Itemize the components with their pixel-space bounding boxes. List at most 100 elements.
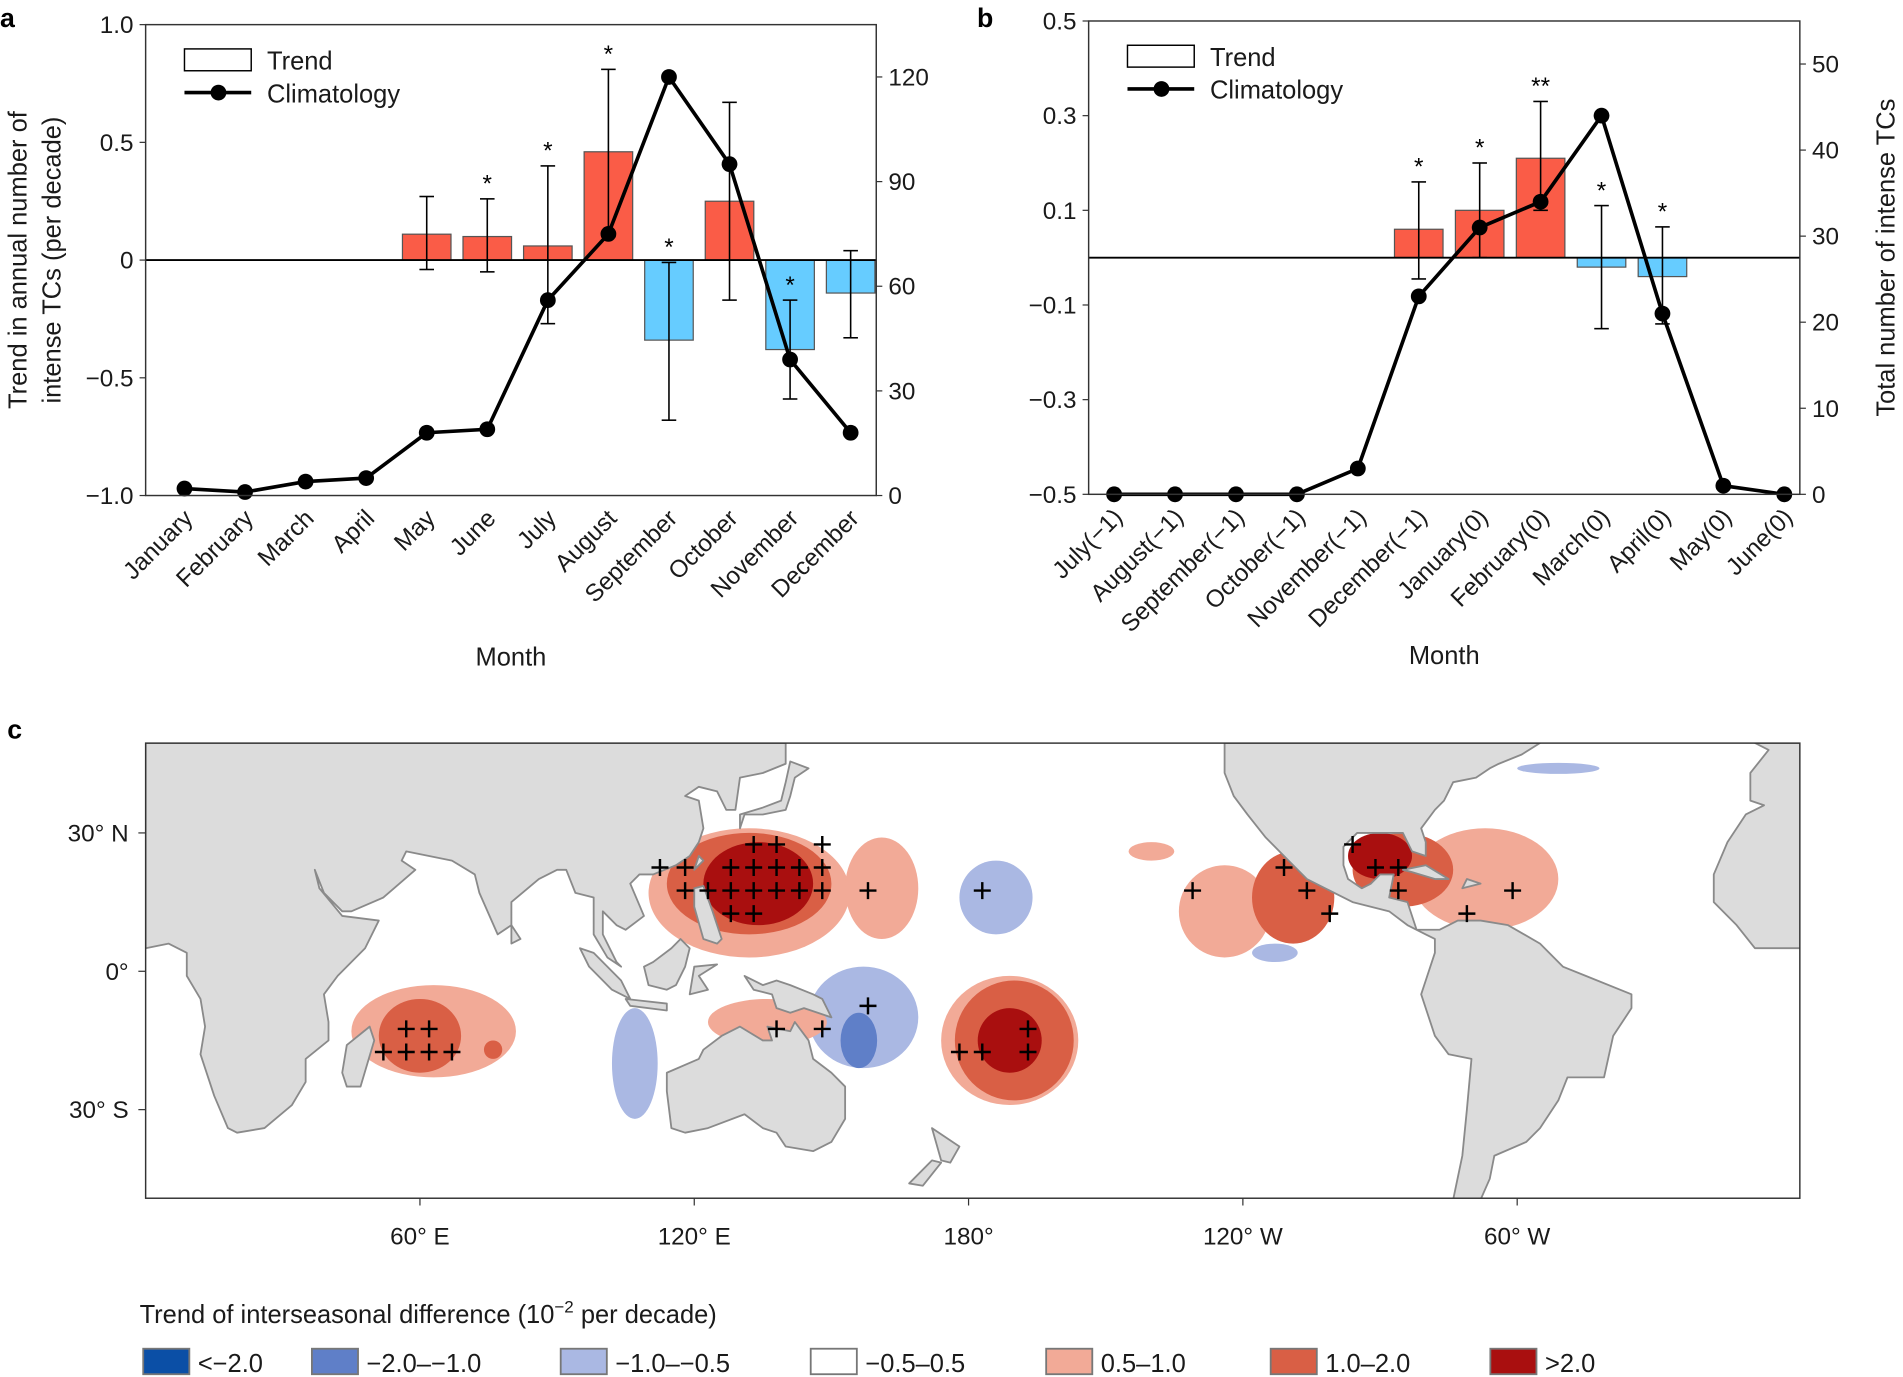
x-axis-label: Month [1409, 642, 1480, 670]
y2-tick-label: 20 [1812, 310, 1839, 337]
legend-class-label: −1.0–−0.5 [615, 1350, 730, 1377]
y-tick-label: −0.5 [1029, 482, 1077, 509]
y2-axis-label: Total number of intense TCs [1873, 99, 1901, 417]
trend-region [1517, 762, 1600, 774]
trend-region [1178, 865, 1271, 958]
y-tick-label: −0.3 [1029, 387, 1077, 414]
climatology-point [237, 484, 253, 500]
significance-cross [722, 882, 740, 900]
land-taiwan [693, 855, 705, 871]
trend-region [611, 1008, 658, 1119]
y-tick-label: 0 [120, 248, 134, 275]
y2-tick-label: 0 [888, 483, 901, 510]
legend-title-text-end: per decade) [574, 1301, 717, 1329]
land-borneo [643, 938, 691, 991]
lon-tick-label: 60° W [1484, 1223, 1550, 1250]
significance-marker: ** [1531, 73, 1550, 100]
climatology-point [1715, 477, 1732, 494]
lat-tick-label: 0° [105, 959, 128, 986]
significance-marker: * [785, 272, 795, 299]
significance-cross [397, 1020, 415, 1038]
y-tick-label: 0.1 [1043, 198, 1077, 225]
significance-cross [973, 1043, 991, 1061]
significance-cross [813, 835, 831, 853]
land-eurasia-africa [145, 743, 787, 1134]
panel-label-c: c [7, 714, 22, 744]
y-tick-label: 0.5 [1043, 8, 1077, 35]
legend-climatology-label: Climatology [1210, 77, 1343, 105]
trend-region [845, 837, 919, 939]
significance-marker: * [1658, 199, 1668, 226]
significance-cross [859, 882, 877, 900]
lat-tick-label: 30° N [68, 820, 129, 847]
significance-cross [768, 859, 786, 877]
climatology-point [1593, 107, 1610, 124]
y2-tick-label: 0 [1812, 482, 1826, 509]
significance-cross [1298, 882, 1316, 900]
map-legend: Trend of interseasonal difference (10−2 … [140, 1297, 1596, 1377]
climatology-point [661, 69, 677, 85]
trend-region [378, 998, 462, 1073]
significance-cross [1366, 859, 1384, 877]
significance-cross [374, 1043, 392, 1061]
land-west-africa-iberia [1712, 743, 1800, 950]
climatology-point [600, 226, 617, 242]
x-tick-label: April [327, 505, 380, 558]
trend-region [840, 1012, 878, 1069]
land-sulawesi [688, 963, 719, 996]
significance-cross [420, 1043, 438, 1061]
significance-marker: * [1475, 135, 1485, 162]
legend-trend-label: Trend [1210, 44, 1276, 72]
land-new-zealand-north [931, 1127, 961, 1164]
significance-cross [745, 859, 763, 877]
significance-cross [651, 859, 669, 877]
legend-title-superscript: −2 [554, 1297, 573, 1316]
significance-cross [397, 1043, 415, 1061]
legend-class-label: −2.0–−1.0 [367, 1350, 482, 1377]
climatology-point [539, 292, 556, 309]
panel-label-a: a [0, 3, 16, 33]
panel-label-b: b [977, 3, 993, 33]
trend-region [1412, 828, 1559, 930]
significance-cross [1504, 882, 1522, 900]
significance-marker: * [543, 138, 553, 165]
climatology-point [782, 351, 798, 368]
y2-tick-label: 120 [888, 64, 929, 91]
significance-cross [745, 835, 763, 853]
y-tick-label: −1.0 [86, 483, 134, 510]
lon-tick-label: 120° W [1203, 1223, 1283, 1250]
trend-region [483, 1040, 503, 1059]
significance-marker: * [604, 41, 614, 68]
x-tick-label: June(0) [1721, 504, 1798, 581]
land-madagascar [341, 1025, 376, 1088]
legend-swatch [1269, 1347, 1318, 1376]
significance-cross [745, 905, 763, 923]
lon-tick-label: 120° E [658, 1223, 731, 1250]
significance-marker: * [1597, 177, 1607, 204]
lat-tick-label: 30° S [69, 1097, 129, 1124]
x-tick-label: July [512, 504, 562, 554]
climatology-point [358, 470, 375, 486]
legend-title-text: Trend of interseasonal difference (10 [140, 1301, 555, 1329]
significance-cross [1019, 1020, 1037, 1038]
significance-cross [768, 1020, 786, 1038]
significance-marker: * [664, 234, 674, 261]
legend-climatology-label: Climatology [267, 80, 400, 108]
legend-class-label: −0.5–0.5 [865, 1350, 965, 1377]
significance-cross [973, 882, 991, 900]
land-sri-lanka [510, 924, 522, 945]
significance-cross [745, 882, 763, 900]
significance-cross [1321, 905, 1339, 923]
land-new-zealand-south [908, 1159, 943, 1187]
land-new-guinea [743, 974, 833, 1019]
climatology-point [1349, 460, 1366, 477]
y-tick-label: −0.5 [86, 365, 134, 392]
legend-trend-label: Trend [267, 48, 333, 76]
significance-cross [722, 859, 740, 877]
significance-cross [813, 1020, 831, 1038]
y-tick-label: 0.5 [100, 130, 134, 157]
x-axis-label: Month [476, 643, 547, 671]
lon-tick-label: 180° [943, 1223, 993, 1250]
map-c: 30° N 0° 30° S 60° E 120° E 180° 120° W 60° W [68, 742, 1801, 1250]
